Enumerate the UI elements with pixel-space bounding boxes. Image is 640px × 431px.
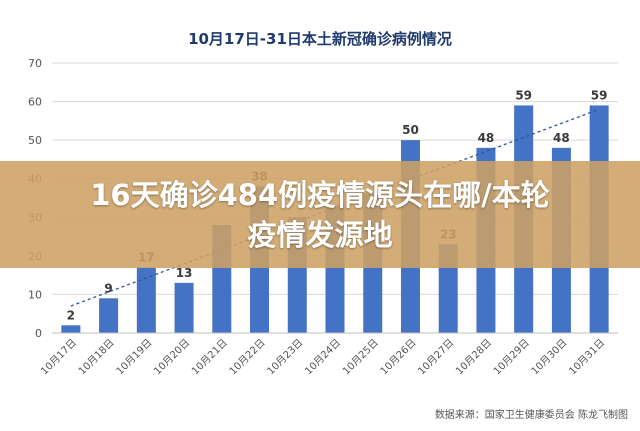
x-tick-label: 10月23日	[265, 337, 306, 378]
data-label: 59	[515, 88, 532, 102]
x-tick-label: 10月22日	[227, 337, 268, 378]
data-label: 48	[553, 131, 570, 145]
x-tick-label: 10月30日	[529, 337, 570, 378]
x-tick-label: 10月20日	[152, 337, 193, 378]
data-label: 13	[176, 266, 193, 280]
y-tick-label: 50	[28, 134, 42, 147]
x-tick-label: 10月28日	[453, 337, 494, 378]
x-tick-label: 10月27日	[416, 337, 457, 378]
x-tick-label: 10月21日	[189, 337, 230, 378]
headline-line-1: 16天确诊484例疫情源头在哪/本轮	[90, 177, 550, 212]
data-label: 9	[104, 281, 112, 295]
y-tick-label: 0	[35, 327, 42, 340]
data-label: 48	[478, 131, 495, 145]
data-label: 59	[591, 88, 608, 102]
trend-line	[70, 108, 600, 307]
bar	[174, 282, 194, 333]
x-tick-label: 10月26日	[378, 337, 419, 378]
source-note: 数据来源：国家卫生健康委员会 陈龙飞制图	[434, 410, 628, 421]
y-tick-label: 70	[28, 57, 42, 70]
y-tick-label: 10	[28, 288, 42, 301]
x-tick-label: 10月25日	[340, 337, 381, 378]
bar	[99, 298, 119, 333]
headline-banner: 16天确诊484例疫情源头在哪/本轮 疫情发源地	[0, 161, 640, 268]
x-tick-label: 10月29日	[491, 337, 532, 378]
x-tick-label: 10月31日	[567, 337, 608, 378]
headline-line-2: 疫情发源地	[247, 217, 393, 252]
x-tick-label: 10月24日	[302, 337, 343, 378]
y-tick-label: 60	[28, 96, 42, 109]
chart-title: 10月17日-31日本土新冠确诊病例情况	[188, 30, 452, 48]
data-label: 2	[67, 308, 75, 322]
bar	[136, 267, 156, 333]
bar	[61, 325, 81, 333]
x-tick-label: 10月17日	[38, 337, 79, 378]
x-tick-label: 10月19日	[114, 337, 155, 378]
x-tick-label: 10月18日	[76, 337, 117, 378]
data-label: 50	[402, 123, 419, 137]
